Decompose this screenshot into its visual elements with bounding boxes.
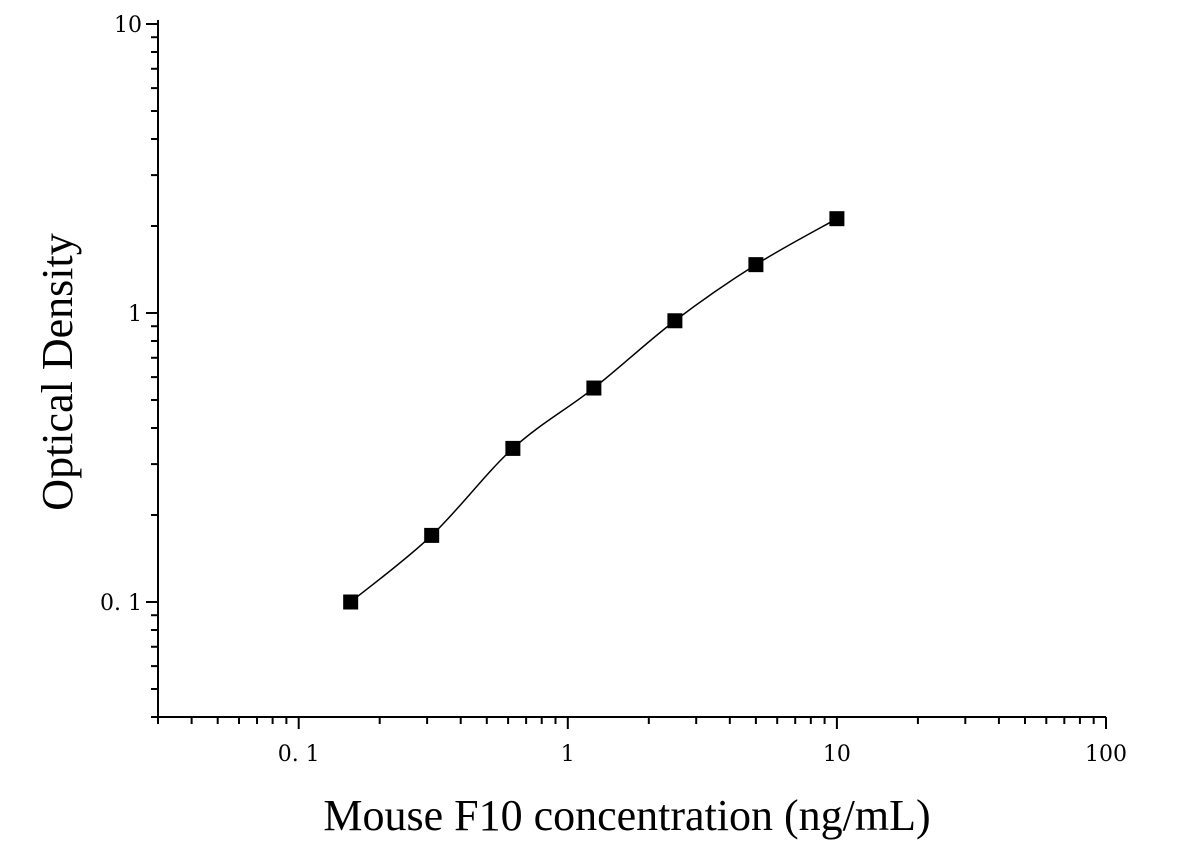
y-tick-label: 10 <box>114 13 142 38</box>
data-points <box>343 211 845 610</box>
data-point <box>424 527 440 543</box>
fit-curve <box>350 218 838 603</box>
x-tick-label: 10 <box>823 742 851 767</box>
axes <box>157 20 1106 718</box>
ticks <box>146 23 1107 729</box>
data-point <box>505 440 521 456</box>
tick-labels: 0. 1 1 10 100 0. 1 1 10 <box>100 13 1127 767</box>
x-tick-label: 100 <box>1085 742 1127 767</box>
data-point <box>586 380 602 396</box>
data-point <box>829 211 845 227</box>
data-point <box>748 257 764 273</box>
x-tick-label: 1 <box>561 742 575 767</box>
data-point <box>667 313 683 329</box>
x-tick-label: 0. 1 <box>278 742 320 767</box>
data-point <box>343 594 359 610</box>
x-axis-title: Mouse F10 concentration (ng/mL) <box>323 791 930 840</box>
y-tick-label: 1 <box>128 302 142 327</box>
fit-curve-group <box>350 218 838 603</box>
y-tick-label: 0. 1 <box>100 591 142 616</box>
y-axis-title: Optical Density <box>33 233 82 510</box>
